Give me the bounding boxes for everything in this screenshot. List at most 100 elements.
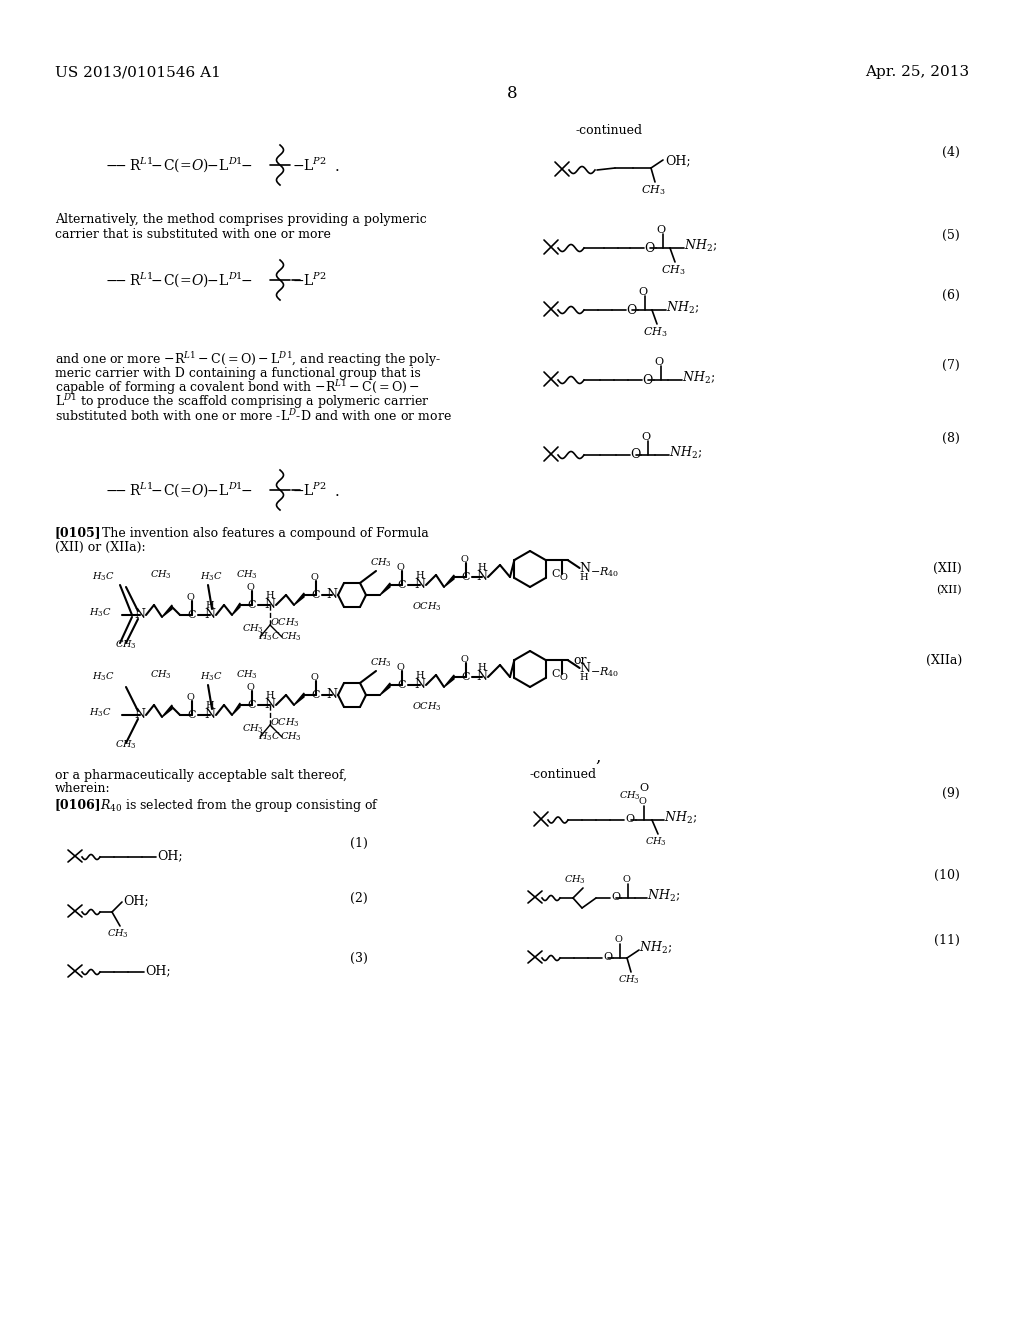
Text: (11): (11) xyxy=(934,933,961,946)
Text: O: O xyxy=(638,286,647,297)
Text: (8): (8) xyxy=(942,432,961,445)
Text: O: O xyxy=(310,573,317,582)
Text: .: . xyxy=(335,160,340,174)
Text: (7): (7) xyxy=(942,359,961,371)
Text: $NH_2$;: $NH_2$; xyxy=(682,370,715,385)
Text: H: H xyxy=(580,673,588,682)
Text: $-\mathrm{L}^{P2}$: $-\mathrm{L}^{P2}$ xyxy=(292,156,327,174)
Text: $CH_3$: $CH_3$ xyxy=(370,657,392,669)
Text: (10): (10) xyxy=(934,869,961,882)
Text: O: O xyxy=(396,663,403,672)
Text: substituted both with one or more -L$^{D}$-D and with one or more: substituted both with one or more -L$^{D… xyxy=(55,408,452,424)
Text: C: C xyxy=(187,710,197,719)
Text: $CH_3$: $CH_3$ xyxy=(242,623,264,635)
Text: or a pharmaceutically acceptable salt thereof,: or a pharmaceutically acceptable salt th… xyxy=(55,768,347,781)
Text: $CH_3$: $CH_3$ xyxy=(660,263,685,277)
Text: ,: , xyxy=(595,748,600,766)
Text: N: N xyxy=(264,698,275,711)
Text: $-\mathrm{L}^{P2}$: $-\mathrm{L}^{P2}$ xyxy=(292,482,327,499)
Text: $-\mathrm{L}^{P2}$: $-\mathrm{L}^{P2}$ xyxy=(292,272,327,289)
Text: -continued: -continued xyxy=(575,124,642,137)
Text: O: O xyxy=(559,673,567,682)
Text: US 2013/0101546 A1: US 2013/0101546 A1 xyxy=(55,65,221,79)
Text: H: H xyxy=(265,690,274,700)
Text: (3): (3) xyxy=(350,952,368,965)
Text: (9): (9) xyxy=(942,787,961,800)
Text: H: H xyxy=(416,570,424,579)
Text: O: O xyxy=(638,797,646,807)
Text: -continued: -continued xyxy=(530,768,597,781)
Text: $NH_2$;: $NH_2$; xyxy=(639,940,672,956)
Text: OH;: OH; xyxy=(665,154,690,168)
Text: (6): (6) xyxy=(942,289,961,301)
Text: O: O xyxy=(246,682,254,692)
Text: capable of forming a covalent bond with $-\mathrm{R}^{L1}-\mathrm{C}({=}\mathrm{: capable of forming a covalent bond with … xyxy=(55,379,420,397)
Polygon shape xyxy=(380,583,390,595)
Text: $CH_3$: $CH_3$ xyxy=(108,928,129,940)
Text: O: O xyxy=(186,693,194,701)
Text: O: O xyxy=(625,814,634,824)
Text: C: C xyxy=(397,680,407,690)
Polygon shape xyxy=(162,605,172,616)
Text: $CH_3$: $CH_3$ xyxy=(618,974,640,986)
Text: $H_3C$: $H_3C$ xyxy=(92,671,115,684)
Text: $H_3C$: $H_3C$ xyxy=(258,631,281,643)
Text: N: N xyxy=(134,609,145,622)
Text: OH;: OH; xyxy=(145,965,171,978)
Text: and one or more $-\mathrm{R}^{L1}-\mathrm{C}({=}\mathrm{O})-\mathrm{L}^{D1}$, an: and one or more $-\mathrm{R}^{L1}-\mathr… xyxy=(55,351,441,370)
Text: $CH_3$: $CH_3$ xyxy=(280,731,302,743)
Text: N: N xyxy=(327,589,338,602)
Text: C: C xyxy=(311,590,321,601)
Text: O: O xyxy=(622,875,630,884)
Text: N: N xyxy=(580,561,591,574)
Text: $NH_2$;: $NH_2$; xyxy=(666,300,699,315)
Text: [0106]: [0106] xyxy=(55,799,101,812)
Text: .: . xyxy=(335,484,340,499)
Text: O: O xyxy=(186,593,194,602)
Text: $OCH_3$: $OCH_3$ xyxy=(412,701,441,713)
Text: $CH_3$: $CH_3$ xyxy=(236,669,258,681)
Text: C: C xyxy=(248,700,256,710)
Text: C: C xyxy=(462,572,470,582)
Text: O: O xyxy=(644,242,654,255)
Text: wherein:: wherein: xyxy=(55,783,111,796)
Text: H: H xyxy=(416,671,424,680)
Text: O: O xyxy=(614,936,622,945)
Text: [0105]: [0105] xyxy=(55,527,101,540)
Text: O: O xyxy=(310,672,317,681)
Text: N: N xyxy=(205,609,215,622)
Text: O: O xyxy=(460,655,468,664)
Text: (XII): (XII) xyxy=(936,585,962,595)
Text: N: N xyxy=(264,598,275,611)
Text: $H_3C$: $H_3C$ xyxy=(92,570,115,583)
Text: N: N xyxy=(205,709,215,722)
Text: O: O xyxy=(639,783,648,793)
Text: carrier that is substituted with one or more: carrier that is substituted with one or … xyxy=(55,227,331,240)
Text: N: N xyxy=(415,578,426,591)
Polygon shape xyxy=(444,675,454,686)
Text: (4): (4) xyxy=(942,145,961,158)
Polygon shape xyxy=(162,705,172,717)
Text: C: C xyxy=(552,569,560,579)
Text: H: H xyxy=(265,590,274,599)
Text: H: H xyxy=(206,601,214,610)
Text: H: H xyxy=(477,663,486,672)
Text: $CH_3$: $CH_3$ xyxy=(370,557,392,569)
Text: O: O xyxy=(641,432,650,442)
Text: (XII): (XII) xyxy=(933,561,962,574)
Text: O: O xyxy=(559,573,567,582)
Text: C: C xyxy=(552,669,560,678)
Text: $H_3C$: $H_3C$ xyxy=(258,731,281,743)
Text: O: O xyxy=(626,304,636,317)
Text: $NH_2$;: $NH_2$; xyxy=(669,445,702,461)
Text: $-\!\!-\mathrm{R}^{L1}\!\!-\!\mathrm{C}({\!=\!}O)\!\!-\!\mathrm{L}^{D1}\!\!-$: $-\!\!-\mathrm{R}^{L1}\!\!-\!\mathrm{C}(… xyxy=(105,271,253,289)
Text: $CH_3$: $CH_3$ xyxy=(620,789,641,803)
Text: $CH_3$: $CH_3$ xyxy=(150,669,172,681)
Polygon shape xyxy=(232,603,240,615)
Text: $CH_3$: $CH_3$ xyxy=(236,569,258,581)
Text: (5): (5) xyxy=(942,228,961,242)
Text: C: C xyxy=(248,601,256,610)
Text: $-\!\!-\mathrm{R}^{L1}\!\!-\!\mathrm{C}({\!=\!}O)\!\!-\!\mathrm{L}^{D1}\!\!-$: $-\!\!-\mathrm{R}^{L1}\!\!-\!\mathrm{C}(… xyxy=(105,156,253,174)
Polygon shape xyxy=(294,593,304,605)
Text: OH;: OH; xyxy=(157,850,182,862)
